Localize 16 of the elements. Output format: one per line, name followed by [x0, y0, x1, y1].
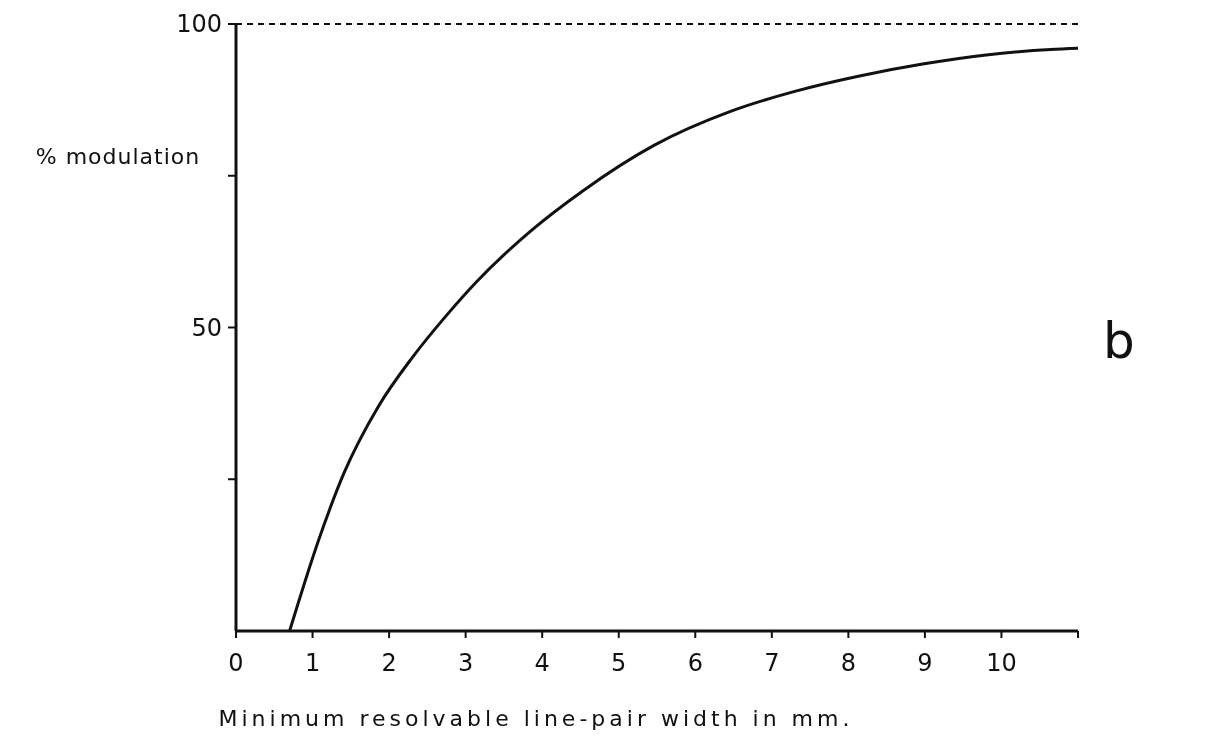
x-tick-label: 6 — [687, 649, 703, 677]
x-tick-label: 0 — [228, 649, 244, 677]
x-tick-label: 1 — [304, 649, 321, 677]
x-tick-label: 10 — [986, 649, 1017, 677]
x-tick-label: 7 — [764, 649, 780, 677]
x-tick-label: 8 — [840, 649, 856, 677]
y-tick-label: 50 — [191, 313, 222, 342]
y-axis-title: % modulation — [35, 143, 201, 169]
y-tick-label: 100 — [176, 10, 222, 39]
x-axis-title: Minimum resolvable line-pair width in mm. — [218, 706, 854, 731]
x-tick-label: 9 — [917, 649, 933, 677]
x-tick-label: 2 — [381, 649, 397, 677]
x-tick-label: 3 — [458, 649, 474, 677]
x-tick-label: 4 — [534, 649, 550, 677]
text: b — [1103, 311, 1135, 370]
x-tick-label: 5 — [611, 649, 627, 677]
